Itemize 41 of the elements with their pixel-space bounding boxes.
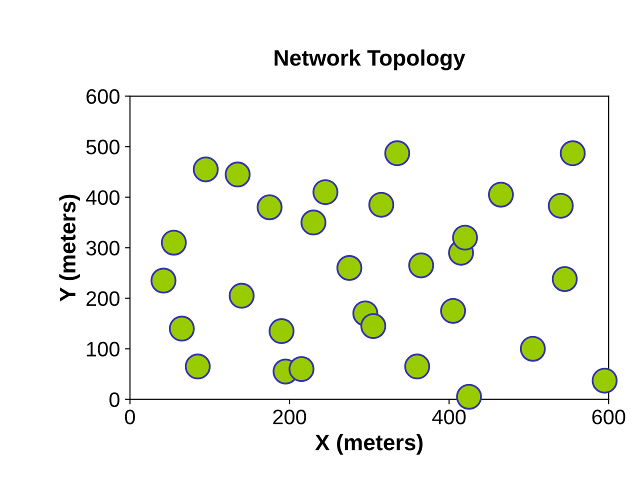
y-axis-title: Y (meters) [59,194,80,302]
point [404,354,430,380]
x-tick-label: 600 [592,410,626,424]
x-tick-label: 400 [432,410,466,424]
point [548,192,574,219]
point [300,210,326,236]
point [150,268,176,294]
point [160,230,187,256]
point [192,156,219,182]
x-tick-label: 0 [124,410,135,424]
chart-title: Network Topology [274,49,466,70]
point [384,140,410,166]
y-tick-label: 300 [86,240,120,256]
point [520,336,546,362]
y-tick-label: 500 [86,140,120,154]
point [360,313,386,339]
point [368,192,394,218]
point [456,384,482,410]
point [440,298,466,324]
x-tick-label: 200 [273,410,306,424]
point [312,179,338,206]
point [224,162,251,188]
point [256,194,283,220]
y-tick-label: 600 [86,89,120,104]
point [336,255,362,281]
point [184,354,211,380]
point [288,356,314,382]
point [552,266,578,292]
y-tick-label: 200 [86,291,120,306]
y-tick-label: 100 [87,342,120,357]
point [488,182,514,208]
point [560,140,586,166]
point [268,318,294,344]
y-tick-label: 0 [109,392,120,408]
point [452,224,478,251]
y-tick-label: 400 [86,190,120,205]
point [408,252,434,278]
point [592,368,618,394]
point [168,316,195,342]
x-axis-title: X (meters) [315,434,423,455]
point [228,282,255,309]
